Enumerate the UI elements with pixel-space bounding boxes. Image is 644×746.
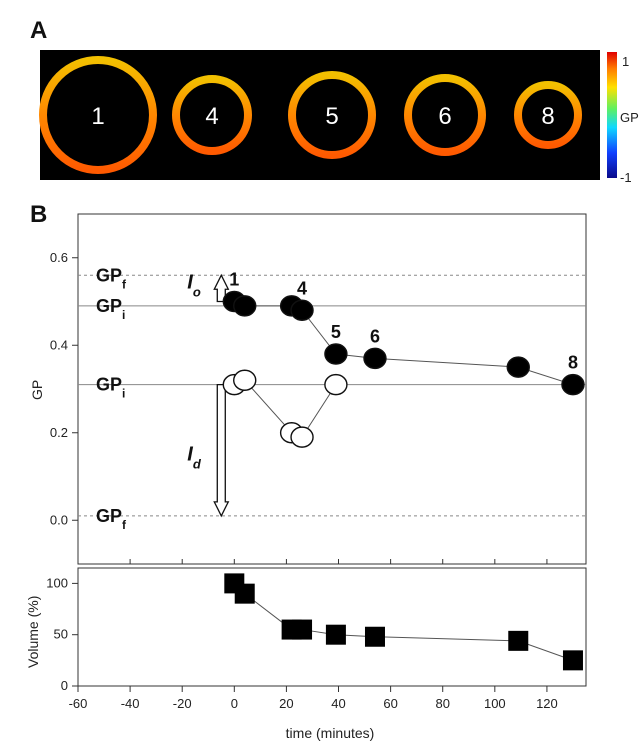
ring-1 (39, 56, 157, 174)
gp-point-filled (233, 295, 257, 317)
panel-a-label: A (30, 17, 47, 44)
ring-label: 1 (91, 103, 104, 130)
gp-ytick-label: 0.0 (50, 512, 68, 527)
volume-axis-ylabel: Volume (%) (25, 596, 41, 668)
volume-point (234, 583, 255, 604)
ring-label: 4 (205, 103, 218, 130)
volume-ytick-label: 0 (61, 678, 68, 693)
gp-reference-label: GPi (96, 375, 125, 401)
volume-xtick-label: 0 (231, 696, 238, 711)
colorbar-title: GP (620, 110, 639, 125)
volume-xtick-label: 20 (279, 696, 293, 711)
gp-arrow-label: Id (187, 443, 202, 471)
volume-xtick-label: 80 (435, 696, 449, 711)
colorbar (607, 52, 617, 178)
gp-point-label: 8 (568, 353, 578, 373)
gp-ytick-label: 0.4 (50, 337, 68, 352)
gp-point-filled (561, 373, 585, 396)
volume-ytick-label: 100 (46, 575, 68, 590)
volume-plot-frame (77, 567, 587, 687)
gp-point-open (290, 426, 314, 448)
panel-b-label: B (30, 201, 47, 228)
volume-point (325, 624, 346, 645)
volume-ytick-label: 50 (54, 627, 68, 642)
gp-point-label: 1 (229, 270, 239, 290)
volume-point (562, 650, 583, 671)
ring-label: 5 (325, 103, 338, 130)
gp-point-label: 6 (370, 326, 380, 346)
ring-5 (288, 71, 376, 159)
ring-8 (514, 81, 582, 149)
gp-axis-ylabel: GP (29, 380, 45, 400)
volume-point (508, 630, 529, 651)
gp-ytick-label: 0.2 (50, 425, 68, 440)
gp-plot-frame (77, 213, 587, 565)
volume-plot: 0 50 100 -60 -40 -20 0 20 40 60 80 100 120 (46, 573, 583, 711)
volume-xtick-label: -40 (121, 696, 140, 711)
colorbar-min-label: -1 (620, 170, 632, 185)
ring-images: 1 4 5 6 8 (39, 56, 582, 174)
gp-point-filled (324, 343, 348, 365)
gp-point-open (233, 369, 257, 391)
volume-xtick-label: -20 (173, 696, 192, 711)
volume-xtick-label: 120 (536, 696, 558, 711)
gp-point-label: 4 (297, 278, 307, 298)
volume-xtick-label: 60 (383, 696, 397, 711)
volume-point (364, 626, 385, 647)
gp-ytick-label: 0.6 (50, 250, 68, 265)
gp-point-open (324, 373, 348, 396)
gp-reference-label: GPf (96, 506, 127, 532)
time-axis-xlabel: time (minutes) (286, 725, 375, 741)
volume-xtick-label: 100 (484, 696, 506, 711)
ring-6 (404, 74, 486, 156)
volume-xtick-label: -60 (69, 696, 88, 711)
ring-label: 8 (541, 103, 554, 130)
ring-4 (172, 75, 252, 155)
gp-point-filled (506, 356, 530, 378)
colorbar-max-label: 1 (622, 54, 629, 69)
ring-label: 6 (438, 103, 451, 130)
gp-reference-label: GPf (96, 265, 127, 291)
volume-point (292, 619, 313, 640)
volume-xtick-label: 40 (331, 696, 345, 711)
gp-reference-label: GPi (96, 296, 125, 322)
gp-point-filled (290, 299, 314, 321)
gp-change-arrow (213, 383, 230, 518)
gp-point-label: 5 (331, 322, 341, 342)
gp-point-filled (363, 347, 387, 370)
